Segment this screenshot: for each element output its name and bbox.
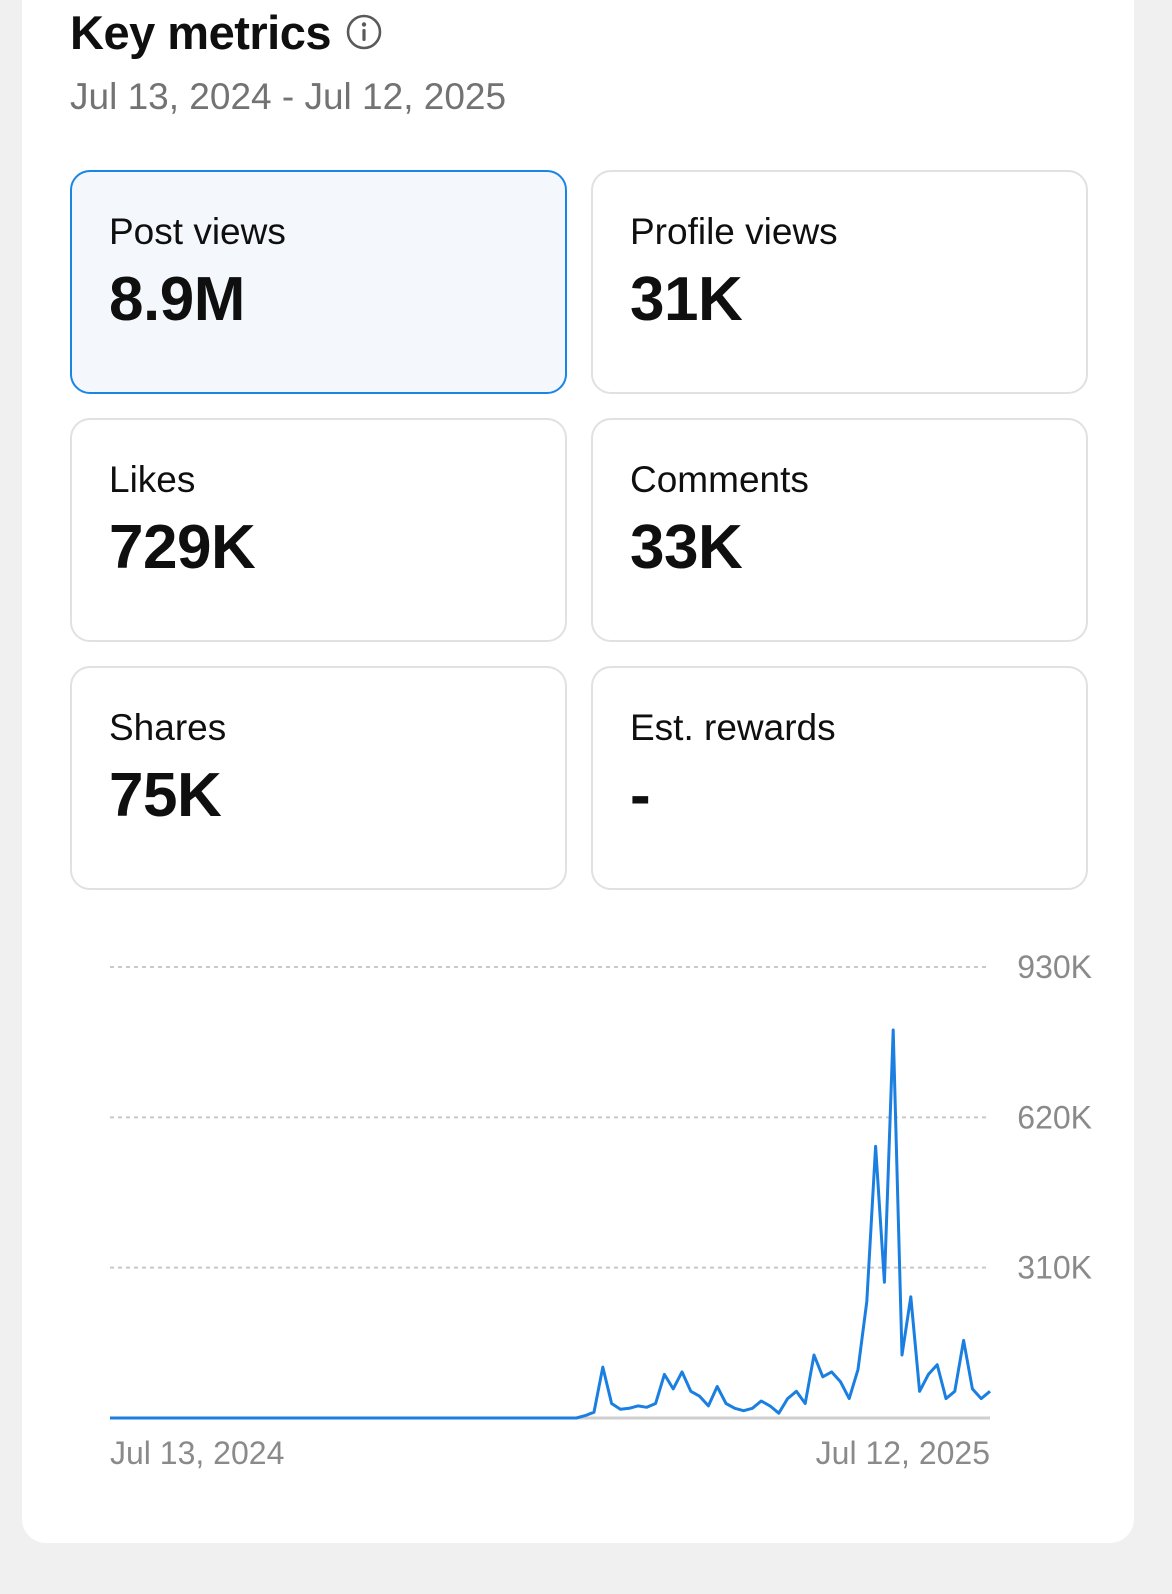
metric-value: - — [630, 761, 651, 830]
metric-card-post-views[interactable]: Post views 8.9M — [70, 170, 567, 394]
date-range[interactable]: Jul 13, 2024 - Jul 12, 2025 — [70, 76, 507, 117]
y-tick-label: 930K — [1017, 949, 1092, 985]
metric-label: Comments — [630, 459, 809, 500]
metric-card-likes[interactable]: Likes 729K — [70, 418, 567, 642]
metric-card-profile-views[interactable]: Profile views 31K — [591, 170, 1088, 394]
metric-value: 729K — [109, 513, 256, 582]
post-views-chart[interactable]: 930K 620K 310K Jul 13, 2024 Jul 12, 2025 — [70, 930, 1110, 1490]
y-tick-label: 310K — [1017, 1250, 1092, 1286]
x-tick-label-start: Jul 13, 2024 — [110, 1435, 284, 1471]
chart-svg: 930K 620K 310K Jul 13, 2024 Jul 12, 2025 — [110, 949, 1092, 1471]
metric-value: 33K — [630, 513, 743, 582]
series-line-post-views — [110, 1028, 991, 1420]
metric-label: Post views — [109, 211, 286, 252]
metric-card-est-rewards[interactable]: Est. rewards - — [591, 666, 1088, 890]
metric-card-comments[interactable]: Comments 33K — [591, 418, 1088, 642]
info-icon[interactable] — [345, 13, 383, 51]
header: Key metrics Jul 13, 2024 - Jul 12, 2025 — [70, 6, 1070, 118]
y-tick-label: 620K — [1017, 1099, 1092, 1135]
metric-label: Shares — [109, 707, 227, 748]
metric-value: 31K — [630, 265, 743, 334]
metric-value: 75K — [109, 761, 222, 830]
metrics-grid: Post views 8.9M Profile views 31K Likes … — [70, 170, 1088, 890]
metric-value: 8.9M — [109, 265, 245, 334]
metric-label: Est. rewards — [630, 707, 836, 748]
x-tick-label-end: Jul 12, 2025 — [816, 1435, 990, 1471]
metric-card-shares[interactable]: Shares 75K — [70, 666, 567, 890]
key-metrics-card: Key metrics Jul 13, 2024 - Jul 12, 2025 … — [22, 0, 1134, 1543]
metric-label: Likes — [109, 459, 196, 500]
metric-label: Profile views — [630, 211, 838, 252]
page-title: Key metrics — [70, 5, 332, 59]
